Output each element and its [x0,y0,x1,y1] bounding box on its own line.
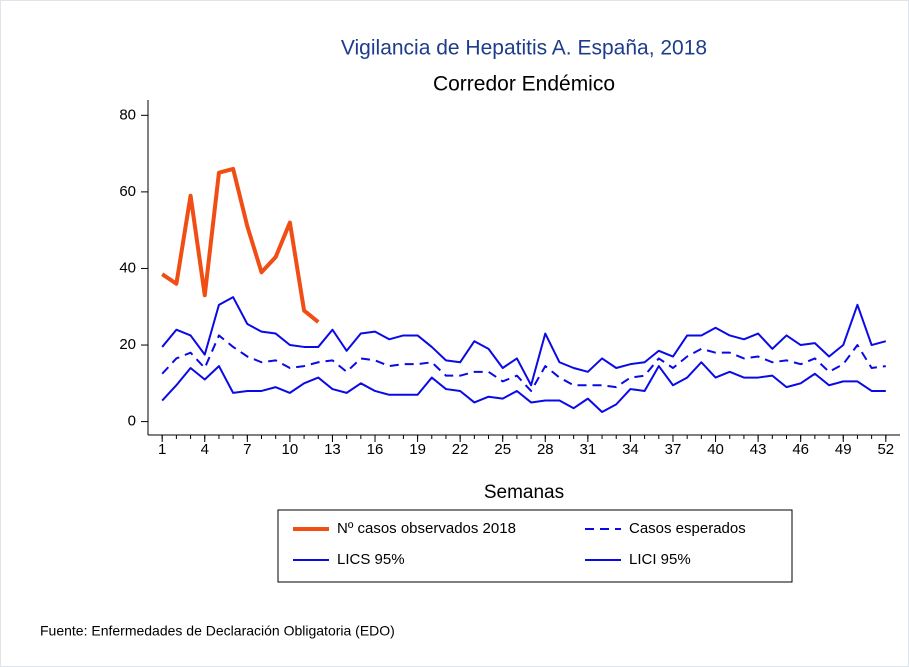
legend-label: Casos esperados [629,520,746,537]
x-tick-label: 31 [580,441,597,458]
series-line [161,334,886,392]
x-tick-label: 43 [750,441,767,458]
legend-box [277,509,793,583]
legend-label: LICS 95% [337,551,405,568]
x-tick-label: 4 [201,441,209,458]
series-line [161,166,320,324]
x-tick-label: 40 [707,441,724,458]
x-tick-label: 37 [665,441,682,458]
x-tick-label: 28 [537,441,554,458]
legend-label: LICI 95% [629,551,691,568]
y-tick-label: 0 [128,413,136,430]
x-tick-label: 49 [835,441,852,458]
y-tick-label: 40 [119,259,136,276]
x-tick-label: 22 [452,441,469,458]
x-tick-label: 52 [877,441,894,458]
x-tick-label: 46 [792,441,809,458]
x-tick-label: 10 [282,441,299,458]
chart-subtitle: Corredor Endémico [433,73,615,96]
series-line [161,296,887,387]
legend-label: Nº casos observados 2018 [337,520,516,537]
x-tick-label: 16 [367,441,384,458]
x-tick-label: 19 [409,441,426,458]
y-tick-label: 20 [119,336,136,353]
x-tick-label: 25 [494,441,511,458]
x-axis-label: Semanas [484,482,564,503]
y-tick-label: 80 [119,106,136,123]
x-tick-label: 34 [622,441,639,458]
x-tick-label: 7 [243,441,251,458]
x-tick-label: 1 [158,441,166,458]
x-tick-label: 13 [324,441,341,458]
note: Fuente: Enfermedades de Declaración Obli… [40,623,395,639]
series-line [161,361,886,414]
chart-title: Vigilancia de Hepatitis A. España, 2018 [341,37,707,60]
y-tick-label: 60 [119,183,136,200]
